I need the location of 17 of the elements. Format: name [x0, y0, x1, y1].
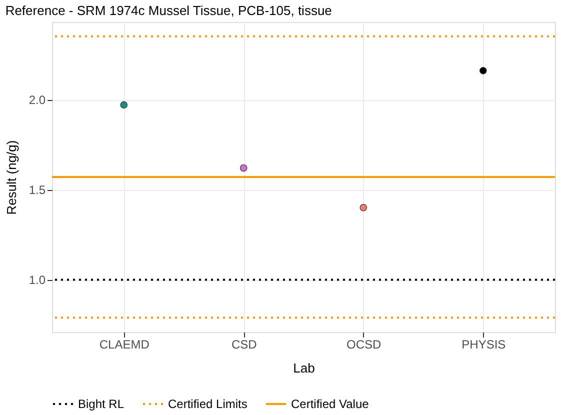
chart-title: Reference - SRM 1974c Mussel Tissue, PCB-105, tissue: [5, 3, 332, 18]
y-tick-label: 1.5: [28, 183, 46, 198]
point: [479, 67, 487, 74]
point: [240, 164, 248, 172]
x-tick-label: CLAEMD: [99, 338, 150, 352]
legend-label: Certified Limits: [168, 397, 248, 411]
y-tick-label: 1.0: [28, 273, 46, 288]
legend-label: Certified Value: [291, 397, 370, 411]
y-axis-title: Result (ng/g): [4, 140, 19, 215]
point: [360, 204, 368, 212]
legend-label: Bight RL: [78, 397, 124, 411]
y-tick-label: 2.0: [28, 93, 46, 107]
x-tick-label: OCSD: [346, 338, 382, 352]
point: [120, 101, 128, 109]
x-axis-title: Lab: [293, 360, 315, 376]
x-tick-label: CSD: [231, 338, 258, 352]
x-tick-label: PHYSIS: [462, 338, 506, 352]
